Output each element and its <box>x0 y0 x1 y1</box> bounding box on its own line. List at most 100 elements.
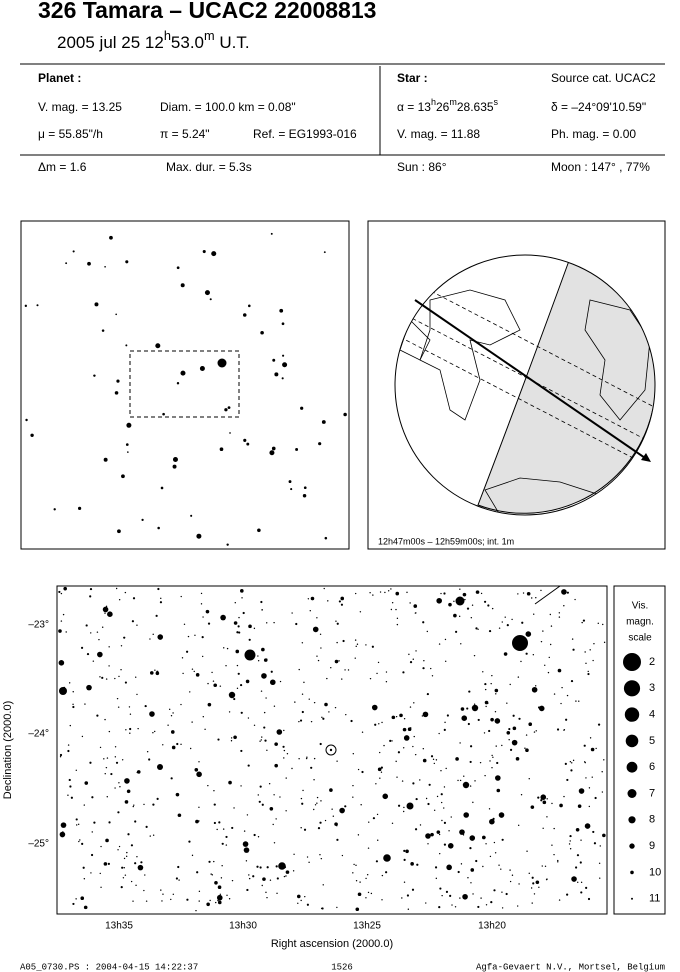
star <box>135 676 137 678</box>
star <box>240 749 243 753</box>
star <box>587 897 591 901</box>
star <box>477 905 480 909</box>
star <box>260 330 264 335</box>
y-tick-label: –25° <box>28 839 49 850</box>
star <box>459 829 465 835</box>
star <box>504 616 506 618</box>
star <box>593 642 595 645</box>
star <box>489 855 492 858</box>
star <box>494 711 497 713</box>
star <box>99 746 102 749</box>
star <box>276 892 278 895</box>
star <box>583 761 586 763</box>
star <box>402 671 405 674</box>
star <box>259 740 261 742</box>
star <box>566 778 569 782</box>
star <box>553 853 555 856</box>
star <box>343 412 347 417</box>
star <box>303 828 307 831</box>
star <box>357 768 360 771</box>
star <box>466 607 470 610</box>
star <box>160 889 162 891</box>
star <box>320 800 322 802</box>
star <box>195 909 197 912</box>
star <box>248 638 251 641</box>
star <box>410 862 414 866</box>
star <box>228 898 231 900</box>
star <box>156 670 159 673</box>
star <box>563 795 565 798</box>
star <box>159 601 163 604</box>
star <box>355 879 358 882</box>
star <box>107 611 113 617</box>
star <box>137 864 144 871</box>
star <box>246 888 249 892</box>
star <box>141 518 144 521</box>
star <box>330 666 332 669</box>
star <box>80 896 85 901</box>
star <box>82 866 85 869</box>
star <box>235 649 240 654</box>
star <box>501 744 503 747</box>
star <box>300 899 302 902</box>
star <box>283 875 286 878</box>
star <box>127 833 130 836</box>
star <box>569 840 571 842</box>
star <box>546 798 548 800</box>
star <box>571 638 574 640</box>
star <box>121 474 125 479</box>
star <box>511 739 518 746</box>
star <box>413 735 415 738</box>
star <box>336 838 339 841</box>
globe-caption: 12h47m00s – 12h59m00s; int. 1m <box>378 536 514 546</box>
star <box>593 842 597 845</box>
star <box>377 839 379 841</box>
star <box>300 827 302 829</box>
star <box>201 636 204 639</box>
star <box>381 874 384 877</box>
star <box>415 797 418 801</box>
legend-label: 8 <box>649 814 655 826</box>
star <box>474 780 476 782</box>
star <box>391 740 393 742</box>
text-segment: m <box>449 97 457 107</box>
star <box>202 616 204 618</box>
star <box>545 878 548 881</box>
star <box>301 693 304 695</box>
star <box>356 643 359 645</box>
star <box>561 589 567 595</box>
star <box>492 756 494 758</box>
star <box>426 630 429 633</box>
star <box>104 612 106 614</box>
star <box>306 856 309 858</box>
star <box>135 884 137 887</box>
star <box>444 638 447 641</box>
arrow <box>641 453 651 462</box>
star <box>279 680 282 683</box>
star <box>491 766 493 769</box>
star <box>198 761 200 763</box>
star <box>495 693 497 695</box>
star <box>301 802 304 805</box>
legend-symbol <box>629 843 635 849</box>
star <box>461 715 468 722</box>
star <box>160 486 164 490</box>
star <box>65 262 68 265</box>
star <box>196 771 202 778</box>
star <box>453 613 457 618</box>
star <box>298 720 300 723</box>
star <box>446 714 449 717</box>
star <box>506 702 508 704</box>
star-label: Star : <box>397 71 428 85</box>
star <box>601 791 604 793</box>
star <box>496 788 501 793</box>
delta-mag: Δm = 1.6 <box>38 160 87 174</box>
star <box>195 673 200 677</box>
star <box>448 830 450 832</box>
star <box>247 717 250 719</box>
star <box>324 536 328 540</box>
star <box>602 623 604 626</box>
star <box>601 771 603 773</box>
star <box>444 721 446 724</box>
star <box>152 803 155 806</box>
